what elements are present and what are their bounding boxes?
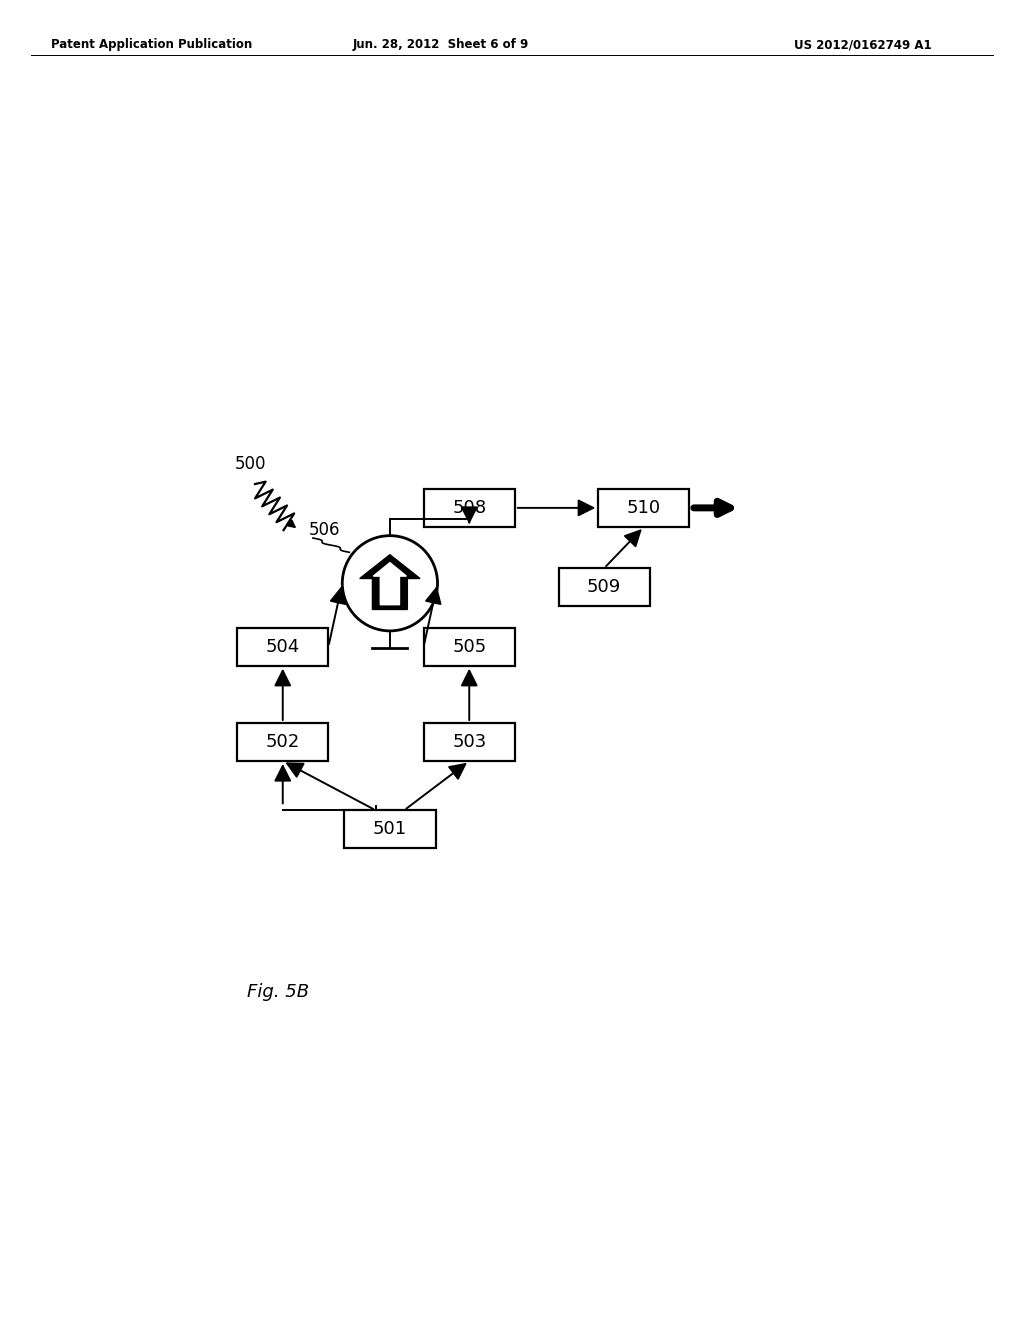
Text: 504: 504 — [265, 638, 300, 656]
Bar — [558, 568, 650, 606]
Text: Fig. 5B: Fig. 5B — [247, 983, 309, 1001]
Bar — [598, 488, 689, 527]
Bar — [344, 810, 435, 849]
Text: Patent Application Publication: Patent Application Publication — [51, 38, 253, 51]
Bar — [238, 628, 329, 665]
Text: US 2012/0162749 A1: US 2012/0162749 A1 — [795, 38, 932, 51]
Text: 508: 508 — [453, 499, 486, 517]
Text: Jun. 28, 2012  Sheet 6 of 9: Jun. 28, 2012 Sheet 6 of 9 — [352, 38, 528, 51]
Text: 503: 503 — [453, 733, 486, 751]
Text: 505: 505 — [453, 638, 486, 656]
Polygon shape — [359, 554, 420, 610]
Text: 509: 509 — [587, 578, 622, 597]
Text: 510: 510 — [627, 499, 660, 517]
Bar — [424, 488, 515, 527]
Text: 502: 502 — [265, 733, 300, 751]
Text: 501: 501 — [373, 820, 407, 838]
Polygon shape — [374, 562, 407, 605]
Text: 506: 506 — [309, 521, 340, 539]
Text: 500: 500 — [236, 455, 266, 474]
Bar — [238, 723, 329, 762]
Bar — [424, 723, 515, 762]
Circle shape — [342, 536, 437, 631]
Bar — [424, 628, 515, 665]
